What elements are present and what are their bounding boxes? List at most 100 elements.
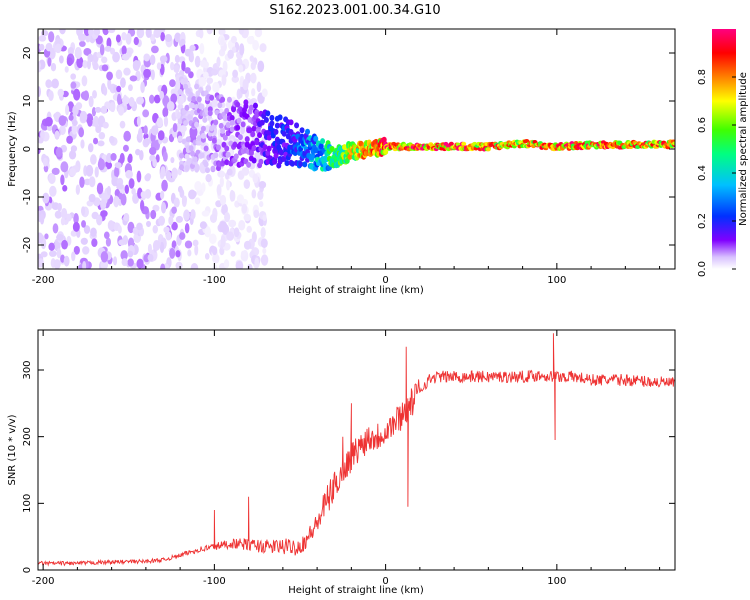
heatmap-cell bbox=[106, 152, 113, 164]
heatmap-cell bbox=[171, 206, 177, 214]
heatmap-cell bbox=[93, 137, 99, 145]
heatmap-cell bbox=[75, 102, 83, 110]
heatmap-cell bbox=[190, 263, 199, 269]
heatmap-cell bbox=[101, 64, 109, 72]
bottom-y-tick-label: 300 bbox=[22, 360, 33, 379]
heatmap-cell bbox=[159, 55, 168, 63]
heatmap-cell bbox=[175, 250, 181, 258]
heatmap-cell bbox=[68, 114, 74, 121]
heatmap-cell bbox=[273, 128, 279, 135]
heatmap-cell bbox=[203, 145, 209, 152]
heatmap-cell bbox=[178, 152, 184, 159]
heatmap-cell bbox=[192, 156, 198, 163]
heatmap-cell bbox=[140, 199, 145, 212]
heatmap-cell bbox=[47, 57, 52, 67]
heatmap-cell bbox=[188, 189, 197, 200]
heatmap-cell bbox=[347, 153, 353, 160]
heatmap-cell bbox=[252, 40, 259, 51]
heatmap-cell bbox=[139, 150, 144, 161]
heatmap-cell bbox=[305, 128, 311, 135]
heatmap-cell bbox=[96, 214, 103, 226]
heatmap-cell bbox=[238, 64, 244, 73]
heatmap-cell bbox=[153, 94, 161, 104]
heatmap-cell bbox=[203, 161, 209, 168]
heatmap-cell bbox=[85, 164, 94, 177]
heatmap-cell bbox=[122, 235, 129, 245]
heatmap-cell bbox=[156, 62, 162, 70]
heatmap-cell bbox=[237, 134, 243, 141]
heatmap-cell bbox=[137, 127, 143, 140]
heatmap-cell bbox=[243, 213, 251, 222]
heatmap-cell bbox=[231, 75, 240, 83]
heatmap-cell bbox=[160, 190, 165, 200]
heatmap-cell bbox=[313, 135, 319, 142]
heatmap-cell bbox=[448, 141, 454, 146]
heatmap-cell bbox=[170, 88, 178, 96]
heatmap-cell bbox=[219, 194, 227, 206]
heatmap-cell bbox=[128, 178, 135, 189]
heatmap-cell bbox=[100, 259, 109, 269]
heatmap-cell bbox=[224, 145, 230, 152]
top-x-tick-label: -200 bbox=[32, 275, 55, 286]
heatmap-cell bbox=[60, 208, 68, 220]
heatmap-cell bbox=[49, 185, 57, 197]
heatmap-cell bbox=[163, 226, 170, 234]
heatmap-cell bbox=[115, 69, 123, 80]
heatmap-cell bbox=[48, 242, 55, 251]
heatmap-cell bbox=[262, 214, 267, 222]
heatmap-cell bbox=[54, 210, 62, 219]
heatmap-cell bbox=[266, 134, 272, 141]
heatmap-cell bbox=[177, 88, 183, 95]
heatmap-cell bbox=[122, 94, 128, 107]
heatmap-cell bbox=[114, 162, 122, 169]
heatmap-cell bbox=[38, 35, 47, 42]
top-y-tick-label: 20 bbox=[22, 47, 33, 60]
top-x-tick-label: 100 bbox=[547, 275, 566, 286]
heatmap-cell bbox=[100, 199, 107, 211]
heatmap-cell bbox=[90, 154, 97, 165]
heatmap-cell bbox=[168, 215, 174, 226]
heatmap-cell bbox=[113, 256, 118, 266]
heatmap-cell bbox=[116, 85, 122, 93]
colorbar bbox=[712, 29, 736, 269]
heatmap-cell bbox=[204, 226, 211, 238]
heatmap-cell bbox=[148, 94, 155, 104]
heatmap-cell bbox=[143, 53, 151, 62]
heatmap-cell bbox=[184, 153, 190, 160]
heatmap-cell bbox=[128, 96, 135, 107]
heatmap-cell bbox=[220, 127, 226, 134]
heatmap-cell bbox=[285, 133, 291, 140]
heatmap-cell bbox=[75, 184, 81, 195]
heatmap-cell bbox=[266, 145, 272, 152]
heatmap-cell bbox=[226, 96, 232, 103]
heatmap-cell bbox=[109, 135, 115, 144]
heatmap-cell bbox=[263, 116, 269, 123]
heatmap-cell bbox=[294, 122, 300, 129]
heatmap-cell bbox=[240, 250, 246, 257]
heatmap-cell bbox=[190, 209, 196, 220]
heatmap-cell bbox=[220, 37, 225, 46]
heatmap-cell bbox=[251, 88, 256, 97]
heatmap-cell bbox=[205, 167, 211, 174]
heatmap-cell bbox=[257, 60, 265, 73]
heatmap-cell bbox=[201, 182, 206, 193]
heatmap-cell bbox=[239, 44, 245, 56]
heatmap-cell bbox=[80, 139, 85, 149]
heatmap-cell bbox=[252, 102, 258, 109]
snr-plot-area bbox=[38, 333, 675, 567]
colorbar-tick-label: 0.2 bbox=[697, 213, 708, 229]
heatmap-cell bbox=[220, 96, 226, 103]
heatmap-cell bbox=[198, 29, 204, 39]
heatmap-cell bbox=[224, 211, 231, 223]
heatmap-cell bbox=[151, 45, 159, 54]
heatmap-cell bbox=[48, 31, 55, 43]
heatmap-cell bbox=[381, 136, 387, 143]
heatmap-cell bbox=[132, 60, 140, 72]
bottom-x-tick-label: -200 bbox=[32, 576, 55, 587]
heatmap-cell bbox=[208, 233, 217, 245]
heatmap-cell bbox=[232, 141, 238, 148]
heatmap-cell bbox=[238, 29, 244, 35]
heatmap-cell bbox=[212, 81, 220, 93]
heatmap-cell bbox=[211, 68, 219, 76]
heatmap-cell bbox=[207, 110, 213, 117]
